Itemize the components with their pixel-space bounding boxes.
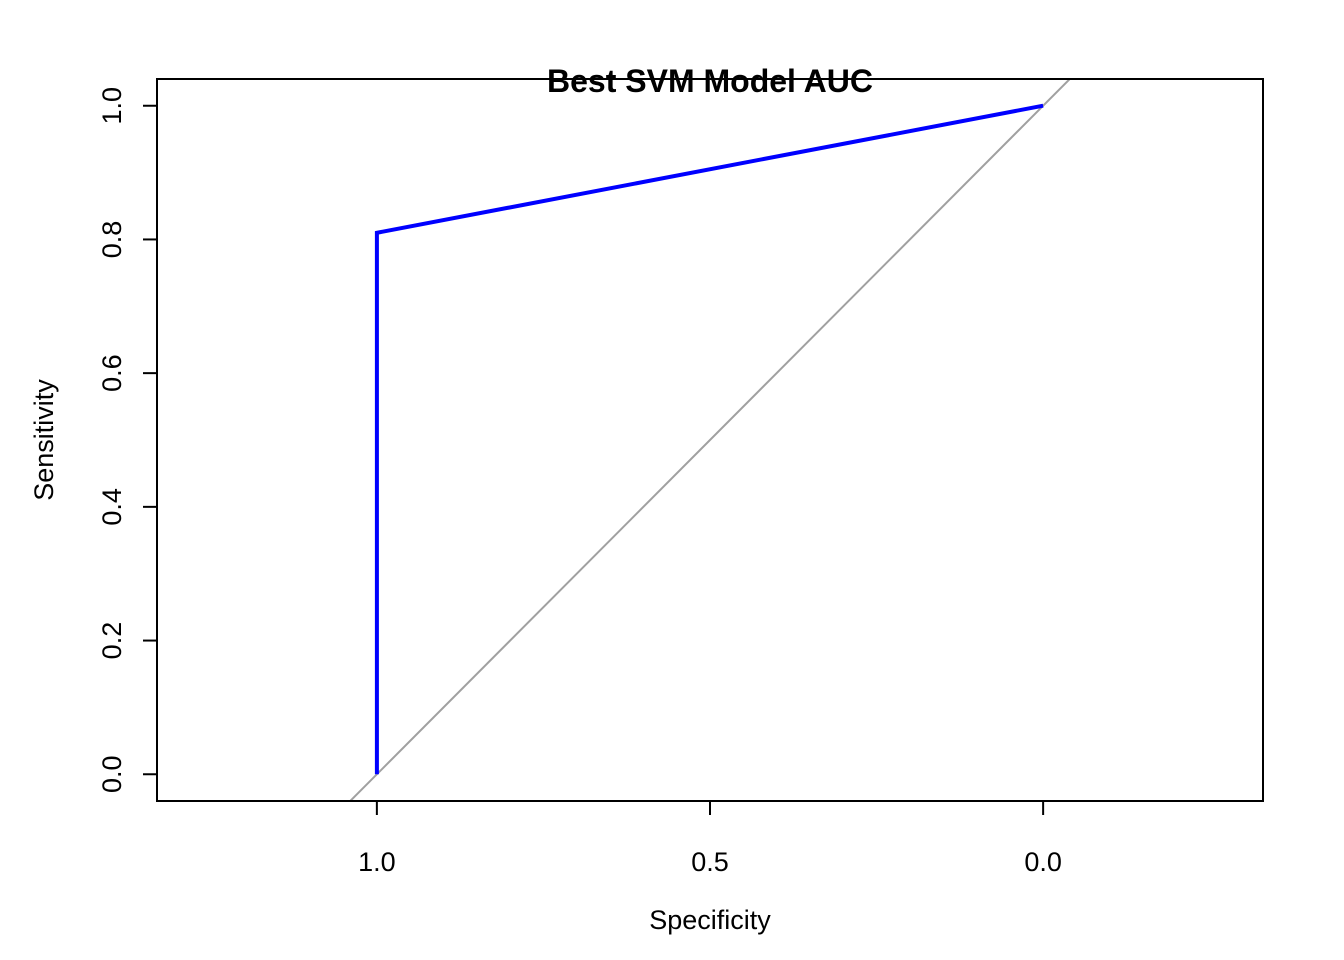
y-axis-label: Sensitivity [29,379,59,501]
reference-diagonal-line [348,79,1072,801]
y-tick-label: 0.8 [97,221,127,259]
x-tick-label: 1.0 [358,847,396,877]
y-tick-label: 0.2 [97,622,127,660]
x-axis: 1.0 0.5 0.0 [358,800,1062,877]
y-axis: 0.0 0.2 0.4 0.6 0.8 1.0 [97,87,158,793]
y-tick-label: 0.4 [97,488,127,526]
y-tick-label: 1.0 [97,87,127,125]
y-tick-label: 0.0 [97,755,127,793]
roc-curve-line [374,103,1044,775]
x-tick-label: 0.0 [1024,847,1062,877]
x-tick-label: 0.5 [691,847,729,877]
chart-title: Best SVM Model AUC [547,63,873,99]
y-tick-label: 0.6 [97,354,127,392]
x-axis-label: Specificity [649,905,771,935]
